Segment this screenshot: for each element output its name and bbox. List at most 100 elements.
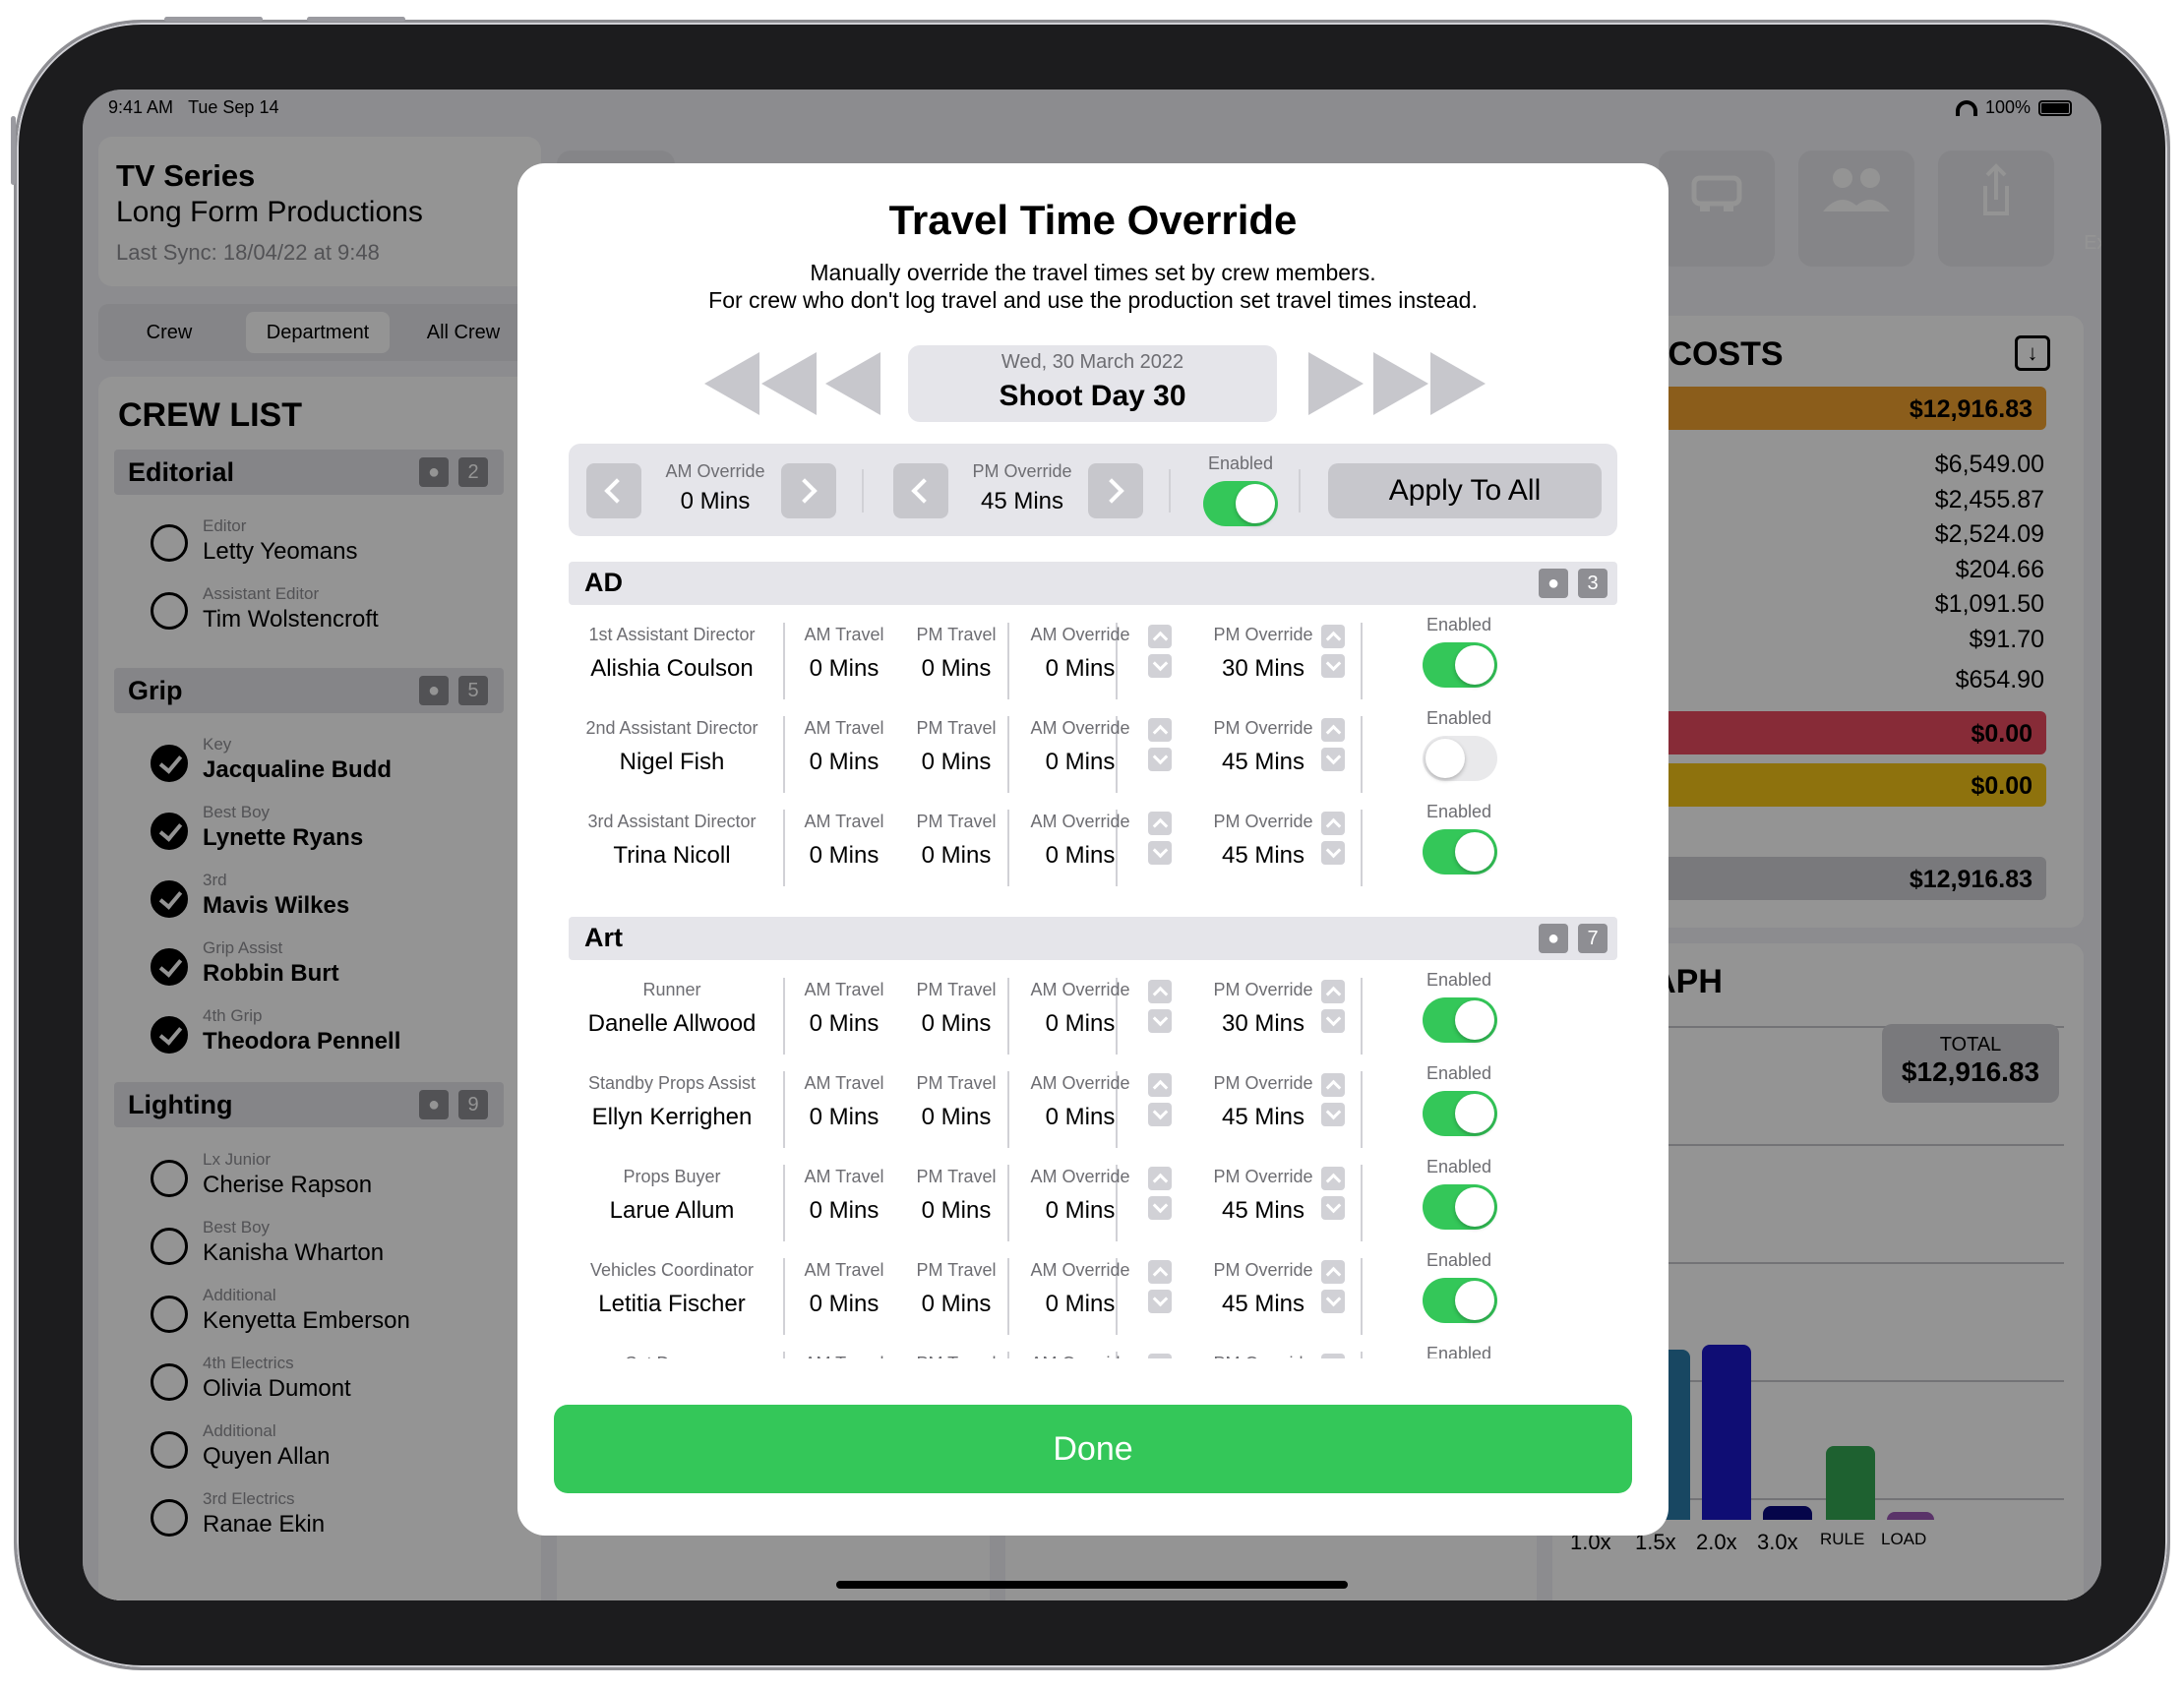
am-override-up-icon[interactable]: [1148, 1260, 1172, 1284]
am-override-down-icon[interactable]: [1148, 654, 1172, 678]
enabled-cell: Enabled: [1385, 802, 1533, 822]
crew-name: Alishia Coulson: [590, 655, 754, 682]
am-travel-cell: AM Travel 0 Mins: [790, 1260, 898, 1318]
gridline: [1572, 1026, 2064, 1028]
am-override-down-icon[interactable]: [1148, 1290, 1172, 1313]
am-travel-value: 0 Mins: [809, 1104, 880, 1130]
pm-override-up-icon[interactable]: [1321, 1260, 1345, 1284]
pm-override-up-icon[interactable]: [1321, 1354, 1345, 1358]
pm-override-down-icon[interactable]: [1321, 654, 1345, 678]
am-override-up-icon[interactable]: [1148, 718, 1172, 742]
row-enabled-toggle[interactable]: [1423, 829, 1497, 875]
pm-override-down-icon[interactable]: [1321, 1196, 1345, 1220]
am-override-up-icon[interactable]: [1148, 980, 1172, 1003]
col-label: AM Override: [1030, 1073, 1130, 1093]
download-icon[interactable]: ↓: [2015, 335, 2050, 371]
export-button[interactable]: Export: [1938, 151, 2101, 267]
done-button[interactable]: Done: [554, 1405, 1632, 1493]
am-override-down-icon[interactable]: [1148, 1103, 1172, 1126]
crew-role: Lx Junior: [203, 1150, 271, 1169]
am-override-cell: AM Override 0 Mins: [1013, 1260, 1147, 1318]
divider: [1361, 1071, 1363, 1148]
bulk-enabled-toggle[interactable]: [1203, 481, 1278, 526]
row-enabled-toggle[interactable]: [1423, 1278, 1497, 1323]
segment-all-crew[interactable]: All Crew: [426, 322, 501, 343]
pm-decrease-button[interactable]: [893, 463, 948, 518]
divider: [783, 1165, 785, 1241]
am-override-down-icon[interactable]: [1148, 1196, 1172, 1220]
pm-override-up-icon[interactable]: [1321, 1167, 1345, 1190]
crew-name: Danelle Allwood: [587, 1010, 757, 1037]
apply-to-all-button[interactable]: Apply To All: [1328, 463, 1602, 518]
enabled-cell: Enabled: [1385, 1344, 1533, 1358]
am-decrease-button[interactable]: [586, 463, 641, 518]
pm-override-down-icon[interactable]: [1321, 1290, 1345, 1313]
cost-line: $2,455.87: [1934, 485, 2044, 513]
status-bar: 9:41 AM Tue Sep 14 100%: [83, 90, 2101, 125]
am-override-up-icon[interactable]: [1148, 1167, 1172, 1190]
crew-name: Tim Wolstencroft: [203, 606, 379, 633]
am-override-up-icon[interactable]: [1148, 1354, 1172, 1358]
am-override-down-icon[interactable]: [1148, 841, 1172, 865]
divider: [1361, 810, 1363, 886]
crew-checkbox-checked[interactable]: [151, 948, 188, 986]
row-enabled-toggle[interactable]: [1423, 997, 1497, 1043]
pm-override-down-icon[interactable]: [1321, 841, 1345, 865]
pm-override-up-icon[interactable]: [1321, 812, 1345, 835]
override-row: Vehicles Coordinator Letitia Fischer AM T…: [569, 1250, 1617, 1346]
dept-header-grip[interactable]: Grip ● 5: [114, 668, 504, 713]
row-enabled-toggle[interactable]: [1423, 736, 1497, 781]
crew-role: Grip Assist: [203, 938, 283, 957]
override-row: Standby Props Assist Ellyn Kerrighen AM T…: [569, 1063, 1617, 1159]
crew-checkbox[interactable]: [151, 1296, 188, 1333]
crew-checkbox[interactable]: [151, 524, 188, 562]
pm-override-up-icon[interactable]: [1321, 1073, 1345, 1097]
pm-override-down-icon[interactable]: [1321, 748, 1345, 771]
crew-checkbox-checked[interactable]: [151, 813, 188, 850]
am-override-up-icon[interactable]: [1148, 1073, 1172, 1097]
am-override-down-icon[interactable]: [1148, 748, 1172, 771]
am-travel-value: 0 Mins: [809, 1010, 880, 1037]
row-enabled-toggle[interactable]: [1423, 642, 1497, 688]
am-override-up-icon[interactable]: [1148, 625, 1172, 648]
crew-cell: Set Dresser: [569, 1354, 775, 1358]
row-enabled-toggle[interactable]: [1423, 1184, 1497, 1230]
battery-icon: [2038, 99, 2072, 116]
crew-checkbox[interactable]: [151, 1228, 188, 1265]
segment-crew[interactable]: Crew: [146, 322, 193, 343]
crew-checkbox[interactable]: [151, 1431, 188, 1469]
divider: [1361, 1352, 1363, 1358]
pm-override-up-icon[interactable]: [1321, 718, 1345, 742]
crew-checkbox[interactable]: [151, 592, 188, 630]
am-travel-cell: AM Travel 0 Mins: [790, 812, 898, 870]
crew-override-list[interactable]: AD ● 3 1st Assistant Director Alishia Couls…: [569, 562, 1617, 1358]
crew-role: Set Dresser: [569, 1354, 775, 1358]
pm-override-up-icon[interactable]: [1321, 625, 1345, 648]
pm-override-down-icon[interactable]: [1321, 1103, 1345, 1126]
previous-day-button[interactable]: [825, 352, 880, 415]
enabled-cell: Enabled: [1385, 615, 1533, 635]
am-increase-button[interactable]: [781, 463, 836, 518]
dept-header-editorial[interactable]: Editorial ● 2: [114, 450, 504, 495]
crew-checkbox-checked[interactable]: [151, 745, 188, 782]
crew-checkbox[interactable]: [151, 1363, 188, 1401]
row-enabled-toggle[interactable]: [1423, 1091, 1497, 1136]
pm-override-down-icon[interactable]: [1321, 1009, 1345, 1033]
am-override-down-icon[interactable]: [1148, 1009, 1172, 1033]
col-label: AM Override: [1030, 625, 1130, 644]
am-override-up-icon[interactable]: [1148, 812, 1172, 835]
pm-increase-button[interactable]: [1088, 463, 1143, 518]
crew-checkbox[interactable]: [151, 1160, 188, 1197]
col-label: AM Travel: [804, 812, 884, 831]
am-override-cell: AM Override 0 Mins: [1013, 980, 1147, 1038]
next-day-button[interactable]: [1308, 352, 1364, 415]
dept-header-lighting[interactable]: Lighting ● 9: [114, 1082, 504, 1127]
crew-role: Runner: [642, 980, 701, 999]
crew-checkbox-checked[interactable]: [151, 1016, 188, 1054]
crew-checkbox[interactable]: [151, 1499, 188, 1537]
cost-value: $0.00: [1971, 772, 2032, 800]
am-travel-value: 0 Mins: [809, 749, 880, 775]
segment-department[interactable]: Department: [246, 312, 390, 353]
pm-override-up-icon[interactable]: [1321, 980, 1345, 1003]
crew-checkbox-checked[interactable]: [151, 880, 188, 918]
